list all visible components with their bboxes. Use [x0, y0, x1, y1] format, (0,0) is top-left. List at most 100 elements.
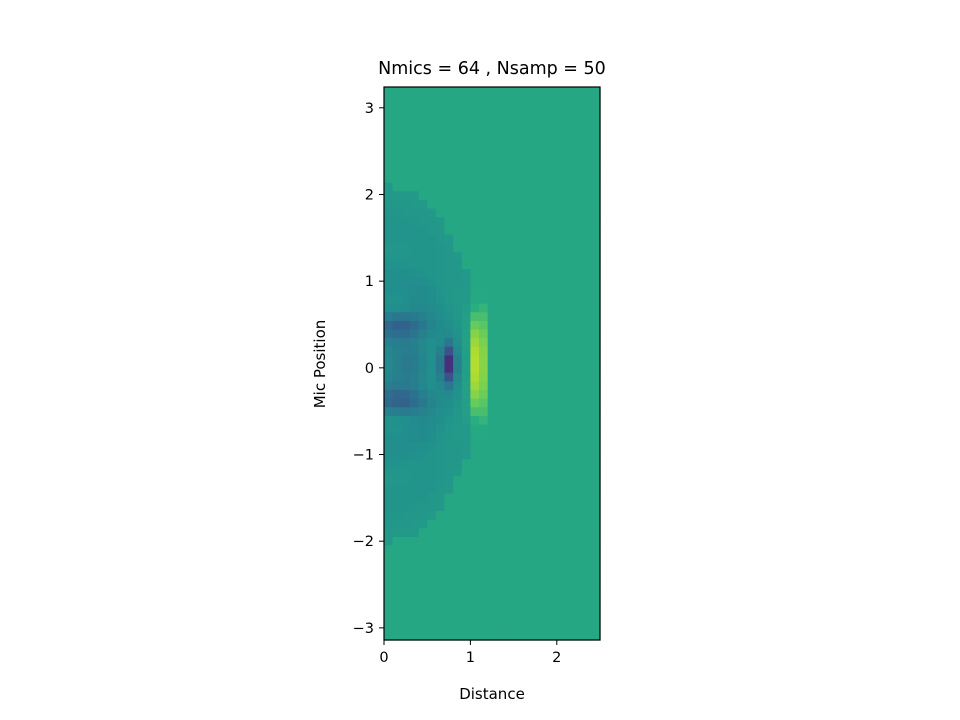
heatmap-cell — [513, 467, 523, 477]
heatmap-cell — [548, 406, 558, 416]
heatmap-cell — [530, 346, 541, 356]
heatmap-cell — [401, 303, 411, 313]
heatmap-cell — [556, 225, 567, 235]
heatmap-cell — [565, 311, 575, 321]
heatmap-cell — [548, 95, 558, 105]
heatmap-cell — [418, 268, 428, 278]
heatmap-cell — [444, 268, 454, 278]
heatmap-cell — [418, 605, 428, 615]
heatmap-cell — [461, 510, 471, 520]
heatmap-cell — [418, 622, 428, 632]
heatmap-cell — [409, 138, 420, 149]
heatmap-cell — [401, 406, 411, 416]
heatmap-cell — [496, 544, 506, 555]
heatmap-cell — [401, 268, 411, 278]
heatmap-cell — [574, 87, 584, 97]
heatmap-cell — [530, 233, 541, 244]
heatmap-cell — [539, 510, 549, 520]
heatmap-cell — [574, 605, 584, 615]
heatmap-cell — [418, 354, 428, 365]
heatmap-cell — [470, 259, 480, 270]
heatmap-cell — [453, 501, 463, 511]
heatmap-cell — [582, 112, 592, 123]
heatmap-cell — [384, 225, 394, 235]
heatmap-cell — [556, 484, 567, 494]
heatmap-cell — [418, 112, 428, 123]
heatmap-cell — [453, 328, 463, 339]
heatmap-cell — [513, 199, 523, 209]
heatmap-cell — [444, 95, 454, 105]
heatmap-cell — [401, 156, 411, 166]
heatmap-cell — [470, 484, 480, 494]
heatmap-cell — [392, 423, 402, 434]
heatmap-cell — [556, 622, 567, 632]
heatmap-cell — [435, 458, 446, 468]
heatmap-cell — [530, 320, 541, 330]
heatmap-cell — [582, 147, 592, 157]
heatmap-cell — [574, 588, 584, 598]
heatmap-cell — [409, 363, 420, 373]
heatmap-cell — [565, 121, 575, 131]
heatmap-cell — [504, 536, 515, 546]
heatmap-cell — [556, 130, 567, 140]
heatmap-cell — [461, 87, 471, 97]
heatmap-cell — [384, 596, 394, 607]
heatmap-cell — [513, 605, 523, 615]
heatmap-cell — [530, 199, 541, 209]
heatmap-cell — [427, 484, 437, 494]
heatmap-cell — [453, 389, 463, 399]
heatmap-cell — [548, 242, 558, 252]
heatmap-cell — [591, 95, 601, 105]
heatmap-cell — [539, 484, 549, 494]
heatmap-cell — [409, 432, 420, 442]
heatmap-cell — [392, 156, 402, 166]
heatmap-cell — [435, 493, 446, 503]
heatmap-cell — [409, 337, 420, 347]
heatmap-cell — [453, 173, 463, 183]
heatmap-cell — [435, 147, 446, 157]
heatmap-cell — [470, 173, 480, 183]
heatmap-cell — [513, 536, 523, 546]
heatmap-cell — [427, 346, 437, 356]
heatmap-cell — [582, 372, 592, 382]
heatmap-cell — [582, 510, 592, 520]
heatmap-cell — [574, 337, 584, 347]
heatmap-cell — [435, 112, 446, 123]
heatmap-cell — [591, 130, 601, 140]
heatmap-cell — [453, 510, 463, 520]
heatmap-cell — [435, 432, 446, 442]
heatmap-cell — [556, 441, 567, 451]
heatmap-cell — [496, 95, 506, 105]
heatmap-cell — [496, 190, 506, 200]
heatmap-cell — [461, 328, 471, 339]
heatmap-cell — [427, 225, 437, 235]
heatmap-cell — [530, 268, 541, 278]
heatmap-cell — [453, 596, 463, 607]
heatmap-cell — [470, 303, 480, 313]
heatmap-cell — [479, 87, 489, 97]
heatmap-cell — [530, 354, 541, 365]
heatmap-cell — [513, 484, 523, 494]
heatmap-cell — [504, 372, 515, 382]
heatmap-cell — [401, 553, 411, 563]
heatmap-cell — [401, 207, 411, 218]
heatmap-cell — [513, 458, 523, 468]
heatmap-cell — [565, 207, 575, 218]
heatmap-cell — [435, 415, 446, 425]
heatmap-cell — [392, 130, 402, 140]
heatmap-cell — [539, 527, 549, 537]
heatmap-cell — [496, 501, 506, 511]
heatmap-cell — [556, 164, 567, 175]
heatmap-cell — [496, 536, 506, 546]
heatmap-cell — [574, 147, 584, 157]
heatmap-cell — [496, 475, 506, 486]
heatmap-cell — [384, 121, 394, 131]
heatmap-cell — [461, 242, 471, 252]
heatmap-cell — [409, 415, 420, 425]
heatmap-cell — [435, 363, 446, 373]
heatmap-cell — [401, 467, 411, 477]
heatmap-cell — [392, 596, 402, 607]
heatmap-cell — [574, 285, 584, 295]
heatmap-cell — [513, 138, 523, 149]
